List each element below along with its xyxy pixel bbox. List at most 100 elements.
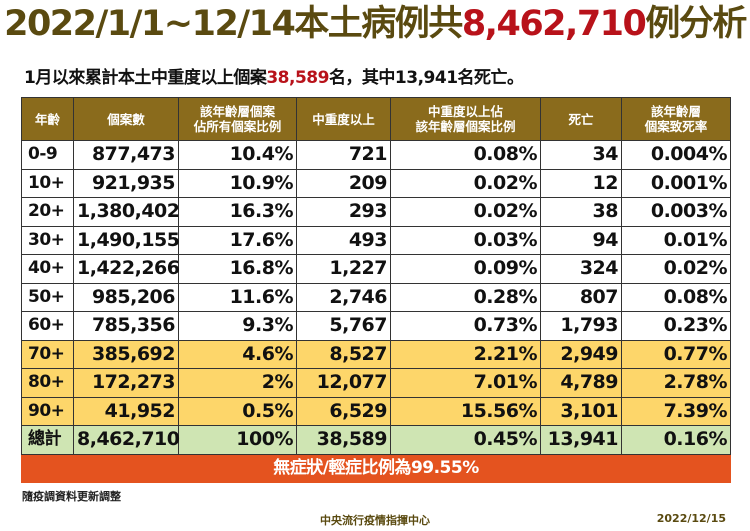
footer-date: 2022/12/15	[656, 512, 726, 525]
table-cell: 807	[540, 282, 622, 312]
table-cell: 12,077	[296, 368, 391, 398]
table-row: 20+ 1,380,402 16.3% 293 0.02% 38 0.003%	[21, 197, 731, 227]
asymptomatic-ratio-banner: 無症狀/輕症比例為99.55%	[21, 453, 731, 483]
table-cell: 1,227	[296, 254, 391, 284]
table-cell: 0.001%	[621, 168, 731, 198]
table-cell: 324	[540, 254, 622, 284]
table-cell: 7.01%	[390, 368, 541, 398]
age-group-cell: 總計	[21, 425, 74, 455]
total-row: 總計 8,462,710 100% 38,589 0.45% 13,941 0.16%	[21, 425, 731, 455]
table-row: 10+ 921,935 10.9% 209 0.02% 12 0.001%	[21, 168, 731, 198]
age-group-cell: 20+	[21, 197, 74, 227]
table-row: 0-9 877,473 10.4% 721 0.08% 34 0.004%	[21, 140, 731, 170]
table-cell: 11.6%	[178, 282, 297, 312]
table-cell: 34	[540, 140, 622, 170]
table-cell: 17.6%	[178, 225, 297, 255]
table-cell: 8,462,710	[73, 425, 180, 455]
table-cell: 0.02%	[390, 168, 541, 198]
table-cell: 3,101	[540, 396, 622, 426]
table-cell: 877,473	[73, 140, 179, 170]
subtitle: 1月以來累計本土中重度以上個案38,589名，其中13,941名死亡。	[24, 66, 524, 90]
age-group-cell: 40+	[21, 254, 74, 284]
table-cell: 721	[296, 140, 391, 170]
table-cell: 0.16%	[621, 425, 731, 455]
table-cell: 0.73%	[390, 311, 541, 341]
table-cell: 16.3%	[178, 197, 297, 227]
table-cell: 15.56%	[390, 396, 541, 426]
table-cell: 0.08%	[621, 282, 731, 312]
table-cell: 94	[540, 225, 622, 255]
table-cell: 209	[296, 168, 391, 198]
age-group-cell: 10+	[21, 168, 74, 198]
table-cell: 172,273	[73, 368, 179, 398]
table-row: 30+ 1,490,155 17.6% 493 0.03% 94 0.01%	[21, 225, 731, 255]
table-cell: 0.45%	[390, 425, 541, 455]
table-cell: 0.08%	[390, 140, 541, 170]
table-cell: 0.09%	[390, 254, 541, 284]
table-cell: 38	[540, 197, 622, 227]
table-cell: 16.8%	[178, 254, 297, 284]
table-cell: 2.78%	[621, 368, 731, 398]
table-cell: 38,589	[296, 425, 391, 455]
table-cell: 13,941	[540, 425, 622, 455]
table-header-row: 年齡 個案數 該年齡層個案 佔所有個案比例 中重度以上 中重度以上佔 該年齡層個案比例死…	[21, 97, 731, 141]
age-group-cell: 0-9	[21, 140, 74, 170]
column-header: 年齡	[21, 97, 74, 141]
table-cell: 785,356	[73, 311, 179, 341]
table-cell: 0.28%	[390, 282, 541, 312]
table-cell: 2,949	[540, 339, 622, 369]
table-cell: 9.3%	[178, 311, 297, 341]
table-cell: 1,490,155	[73, 225, 180, 255]
table-cell: 0.02%	[390, 197, 541, 227]
age-group-cell: 60+	[21, 311, 74, 341]
column-header: 死亡	[540, 97, 622, 141]
age-group-cell: 80+	[21, 368, 74, 398]
table-cell: 921,935	[73, 168, 179, 198]
table-row: 40+ 1,422,266 16.8% 1,227 0.09% 324 0.02%	[21, 254, 731, 284]
table-row: 50+ 985,206 11.6% 2,746 0.28% 807 0.08%	[21, 282, 731, 312]
table-cell: 4,789	[540, 368, 622, 398]
table-cell: 1,793	[540, 311, 622, 341]
table-cell: 0.23%	[621, 311, 731, 341]
table-cell: 1,380,402	[73, 197, 180, 227]
table-cell: 4.6%	[178, 339, 297, 369]
age-group-cell: 70+	[21, 339, 74, 369]
age-analysis-table: 年齡 個案數 該年齡層個案 佔所有個案比例 中重度以上 中重度以上佔 該年齡層個案比例死…	[21, 97, 731, 483]
subtitle-suffix: 名，其中13,941名死亡。	[328, 68, 524, 88]
table-cell: 8,527	[296, 339, 391, 369]
table-cell: 2.21%	[390, 339, 541, 369]
page-title: 2022/1/1~12/14本土病例共8,462,710例分析	[0, 2, 750, 46]
table-cell: 6,529	[296, 396, 391, 426]
table-cell: 10.4%	[178, 140, 297, 170]
subtitle-severe-count: 38,589	[266, 68, 329, 88]
subtitle-text: 1月以來累計本土中重度以上個案	[24, 68, 267, 88]
table-cell: 0.77%	[621, 339, 731, 369]
table-cell: 100%	[178, 425, 297, 455]
title-text: 2022/1/1~12/14本土病例共	[4, 4, 463, 44]
age-group-cell: 30+	[21, 225, 74, 255]
age-group-cell: 50+	[21, 282, 74, 312]
table-cell: 0.01%	[621, 225, 731, 255]
table-cell: 0.02%	[621, 254, 731, 284]
table-row: 60+ 785,356 9.3% 5,767 0.73% 1,793 0.23%	[21, 311, 731, 341]
table-cell: 293	[296, 197, 391, 227]
footer-note: 隨疫調資料更新調整	[22, 490, 121, 503]
table-cell: 985,206	[73, 282, 179, 312]
column-header: 該年齡層 個案致死率	[621, 97, 731, 141]
table-cell: 1,422,266	[73, 254, 180, 284]
table-cell: 493	[296, 225, 391, 255]
table-cell: 7.39%	[621, 396, 731, 426]
column-header: 該年齡層個案 佔所有個案比例	[178, 97, 297, 141]
title-suffix: 例分析	[645, 4, 747, 44]
table-cell: 2,746	[296, 282, 391, 312]
table-cell: 41,952	[73, 396, 179, 426]
table-row: 80+ 172,273 2% 12,077 7.01% 4,789 2.78%	[21, 368, 731, 398]
column-header: 中重度以上	[296, 97, 391, 141]
column-header: 中重度以上佔 該年齡層個案比例	[390, 97, 541, 141]
table-cell: 0.5%	[178, 396, 297, 426]
title-total-cases: 8,462,710	[461, 4, 647, 44]
table-row: 90+ 41,952 0.5% 6,529 15.56% 3,101 7.39%	[21, 396, 731, 426]
footer-agency: 中央流行疫情指揮中心	[320, 514, 430, 527]
table-row: 70+ 385,692 4.6% 8,527 2.21% 2,949 0.77%	[21, 339, 731, 369]
table-cell: 10.9%	[178, 168, 297, 198]
